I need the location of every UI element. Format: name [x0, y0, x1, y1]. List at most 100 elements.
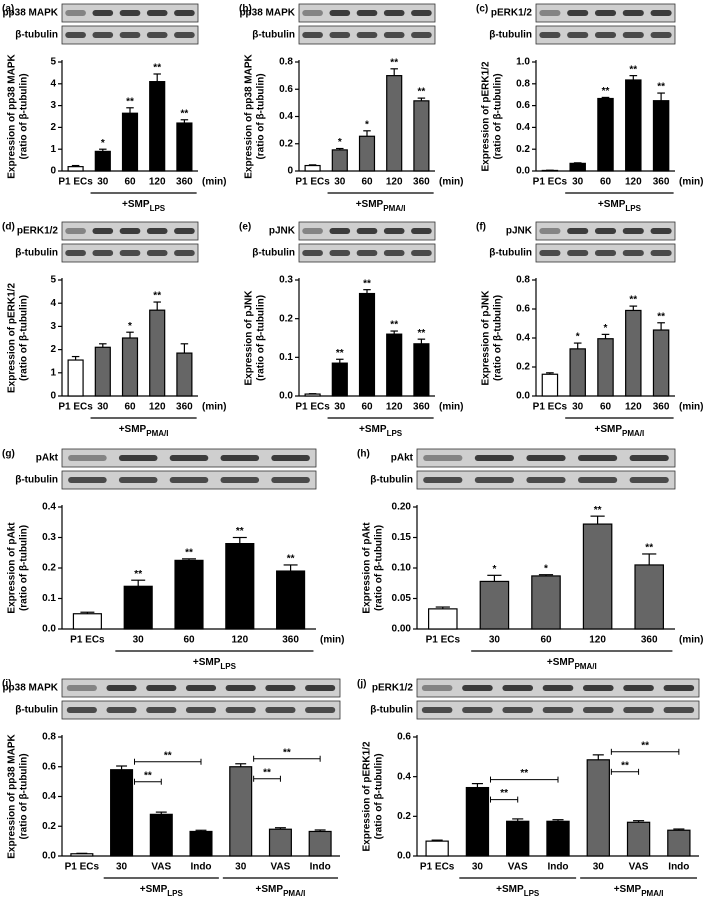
blot-band: [68, 455, 107, 461]
blot-label: β-tubulin: [489, 30, 532, 41]
bar: [331, 149, 348, 172]
bar: [358, 292, 376, 397]
group-name: +SMP: [356, 199, 384, 210]
x-tick-label: 60: [361, 402, 373, 413]
y-tick-label: 0.4: [516, 122, 530, 133]
blot-label: pJNK: [506, 226, 533, 237]
y-tick-label: 0.2: [279, 138, 293, 149]
x-tick-label: 360: [413, 177, 430, 188]
blot-label: pERK1/2: [17, 226, 59, 237]
x-tick-label: 120: [231, 635, 248, 646]
blot-band: [650, 228, 672, 234]
group-subscript: PMA/I: [574, 662, 596, 671]
y-axis-label: Expression of pERK1/2: [481, 61, 492, 171]
x-tick-label: P1 ECs: [58, 402, 93, 413]
x-tick-label: Indo: [190, 862, 211, 873]
significance-label: **: [594, 505, 602, 516]
y-axis-label: (ratio of β-tubulin): [374, 525, 385, 611]
y-tick-label: 0: [50, 391, 56, 402]
group-name: +SMP: [595, 424, 623, 435]
bar: [531, 575, 561, 630]
significance-label: **: [126, 96, 134, 107]
bar: [546, 820, 570, 857]
group-subscript: PMA/I: [641, 889, 663, 898]
blot-band: [577, 477, 618, 483]
blot-band: [119, 228, 141, 234]
blot-band: [629, 455, 669, 461]
x-tick-label: 30: [572, 402, 584, 413]
panel-label: (f): [476, 222, 486, 233]
blot-band: [119, 32, 141, 38]
blot-band: [650, 250, 672, 256]
blot-label: pAkt: [36, 453, 59, 464]
y-tick-label: 0: [50, 166, 56, 177]
y-axis-label: Expression of pp38 MAPK: [7, 53, 18, 178]
y-tick-label: 3: [50, 100, 56, 111]
blot-band: [66, 707, 97, 713]
blot-band: [169, 477, 209, 483]
bar: [308, 830, 332, 857]
blot-band: [302, 32, 323, 38]
y-tick-label: 0.2: [42, 563, 56, 574]
significance-label: **: [134, 569, 142, 580]
y-tick-label: 0.2: [516, 362, 530, 373]
bar: [569, 162, 586, 172]
blot-band: [302, 10, 323, 16]
x-unit: (min): [439, 402, 463, 413]
significance-label: **: [602, 86, 610, 97]
blot-band: [185, 707, 217, 713]
blot-label: β-tubulin: [252, 30, 295, 41]
blot-band: [421, 685, 453, 691]
group-name: +SMP: [119, 424, 147, 435]
blot-band: [146, 10, 168, 16]
blot-band: [411, 32, 432, 38]
x-tick-label: 360: [176, 402, 193, 413]
blot-band: [305, 707, 336, 713]
blot-band: [185, 685, 217, 691]
x-tick-label: 120: [386, 402, 403, 413]
x-tick-label: 60: [183, 635, 195, 646]
blot-band: [594, 228, 617, 234]
blot-band: [474, 455, 515, 461]
group-subscript: PMA/I: [146, 429, 168, 438]
significance-label: **: [645, 543, 653, 554]
x-tick-label: 120: [589, 635, 606, 646]
x-tick-label: 60: [361, 177, 373, 188]
x-tick-label: P1 ECs: [70, 635, 105, 646]
y-tick-label: 0.0: [516, 166, 530, 177]
panel-label: (i): [2, 679, 11, 690]
blot-band: [146, 685, 177, 691]
y-axis-label: Expression of pAkt: [7, 522, 18, 614]
blot-band: [146, 250, 168, 256]
significance-label: **: [390, 320, 398, 331]
blot-band: [220, 455, 260, 461]
bar: [625, 309, 642, 397]
group-name: +SMP: [359, 424, 387, 435]
blot-band: [542, 707, 574, 713]
group-label: +SMPLPS: [140, 884, 184, 898]
y-tick-label: 0.00: [392, 624, 412, 635]
y-tick-label: 5: [50, 57, 56, 68]
x-tick-label: 120: [625, 402, 642, 413]
bar: [569, 348, 586, 397]
x-unit: (min): [202, 177, 226, 188]
blot-band: [623, 685, 654, 691]
x-tick-label: 30: [116, 862, 128, 873]
blot-label: pAkt: [391, 453, 414, 464]
significance-label: *: [544, 563, 548, 574]
y-tick-label: 0.1: [279, 352, 293, 363]
y-axis-label: Expression of pAkt: [362, 522, 373, 614]
blot-band: [146, 32, 168, 38]
blot-band: [539, 228, 561, 234]
group-label: +SMPPMA/I: [614, 884, 664, 898]
x-tick-label: P1 ECs: [533, 177, 568, 188]
comparison-label: **: [500, 788, 508, 799]
group-subscript: LPS: [524, 889, 540, 898]
x-tick-label: 360: [641, 635, 658, 646]
blot-band: [174, 250, 195, 256]
bar: [652, 100, 670, 172]
group-subscript: PMA/I: [622, 429, 644, 438]
group-label: +SMPPMA/I: [256, 884, 306, 898]
bar: [67, 359, 84, 397]
